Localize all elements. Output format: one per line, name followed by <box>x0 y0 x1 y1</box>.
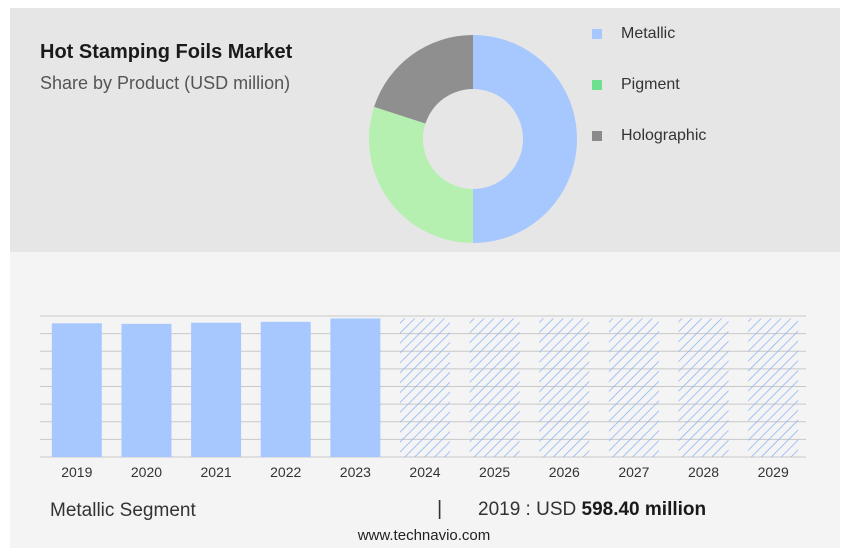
footer-year-text: 2019 : USD <box>478 499 577 520</box>
x-axis-ticks: 2019 2020 2021 2022 2023 2024 2025 2026 2027 2028… <box>61 464 789 480</box>
chart-subtitle: Share by Product (USD million) <box>40 73 291 93</box>
donut-slice-holographic <box>374 35 473 124</box>
donut-slice-pigment <box>369 106 473 243</box>
bar-2029 <box>748 318 799 457</box>
donut-chart <box>369 35 577 243</box>
bar-2025 <box>469 318 520 457</box>
x-tick-label-2027: 2027 <box>618 464 649 480</box>
footer-separator: | <box>437 498 443 520</box>
x-tick-label-2028: 2028 <box>688 464 719 480</box>
footer-value-text: 598.40 million <box>581 499 707 520</box>
x-tick-label-2029: 2029 <box>758 464 789 480</box>
x-tick-label-2020: 2020 <box>131 464 162 480</box>
bar-chart <box>51 318 799 457</box>
legend-item-metallic: Metallic <box>592 25 675 43</box>
x-tick-label-2023: 2023 <box>340 464 371 480</box>
legend-item-holographic: Holographic <box>592 127 706 145</box>
legend-swatch-pigment <box>592 80 602 90</box>
bar-2022 <box>260 321 311 457</box>
legend-label-pigment: Pigment <box>621 76 680 93</box>
chart-title: Hot Stamping Foils Market <box>40 41 293 63</box>
donut-slice-metallic <box>473 35 577 243</box>
x-tick-label-2024: 2024 <box>409 464 440 480</box>
bar-2026 <box>539 318 590 457</box>
source-link[interactable]: www.technavio.com <box>357 527 491 544</box>
footer-value: 2019 : USD 598.40 million <box>478 499 706 521</box>
bar-2023 <box>330 318 381 457</box>
bar-2020 <box>121 323 172 457</box>
legend-item-pigment: Pigment <box>592 76 680 94</box>
bar-2028 <box>678 318 729 457</box>
legend-swatch-metallic <box>592 29 602 39</box>
x-tick-label-2022: 2022 <box>270 464 301 480</box>
legend-label-holographic: Holographic <box>621 127 707 144</box>
segment-label: Metallic Segment <box>50 500 196 521</box>
x-tick-label-2019: 2019 <box>61 464 92 480</box>
legend-label-metallic: Metallic <box>621 25 676 42</box>
bar-2024 <box>400 318 450 457</box>
bar-2027 <box>608 318 659 457</box>
legend-swatch-holographic <box>592 131 602 141</box>
bar-2021 <box>191 322 242 457</box>
x-tick-label-2025: 2025 <box>479 464 510 480</box>
x-tick-label-2026: 2026 <box>549 464 580 480</box>
x-tick-label-2021: 2021 <box>201 464 232 480</box>
bar-2019 <box>51 323 102 457</box>
